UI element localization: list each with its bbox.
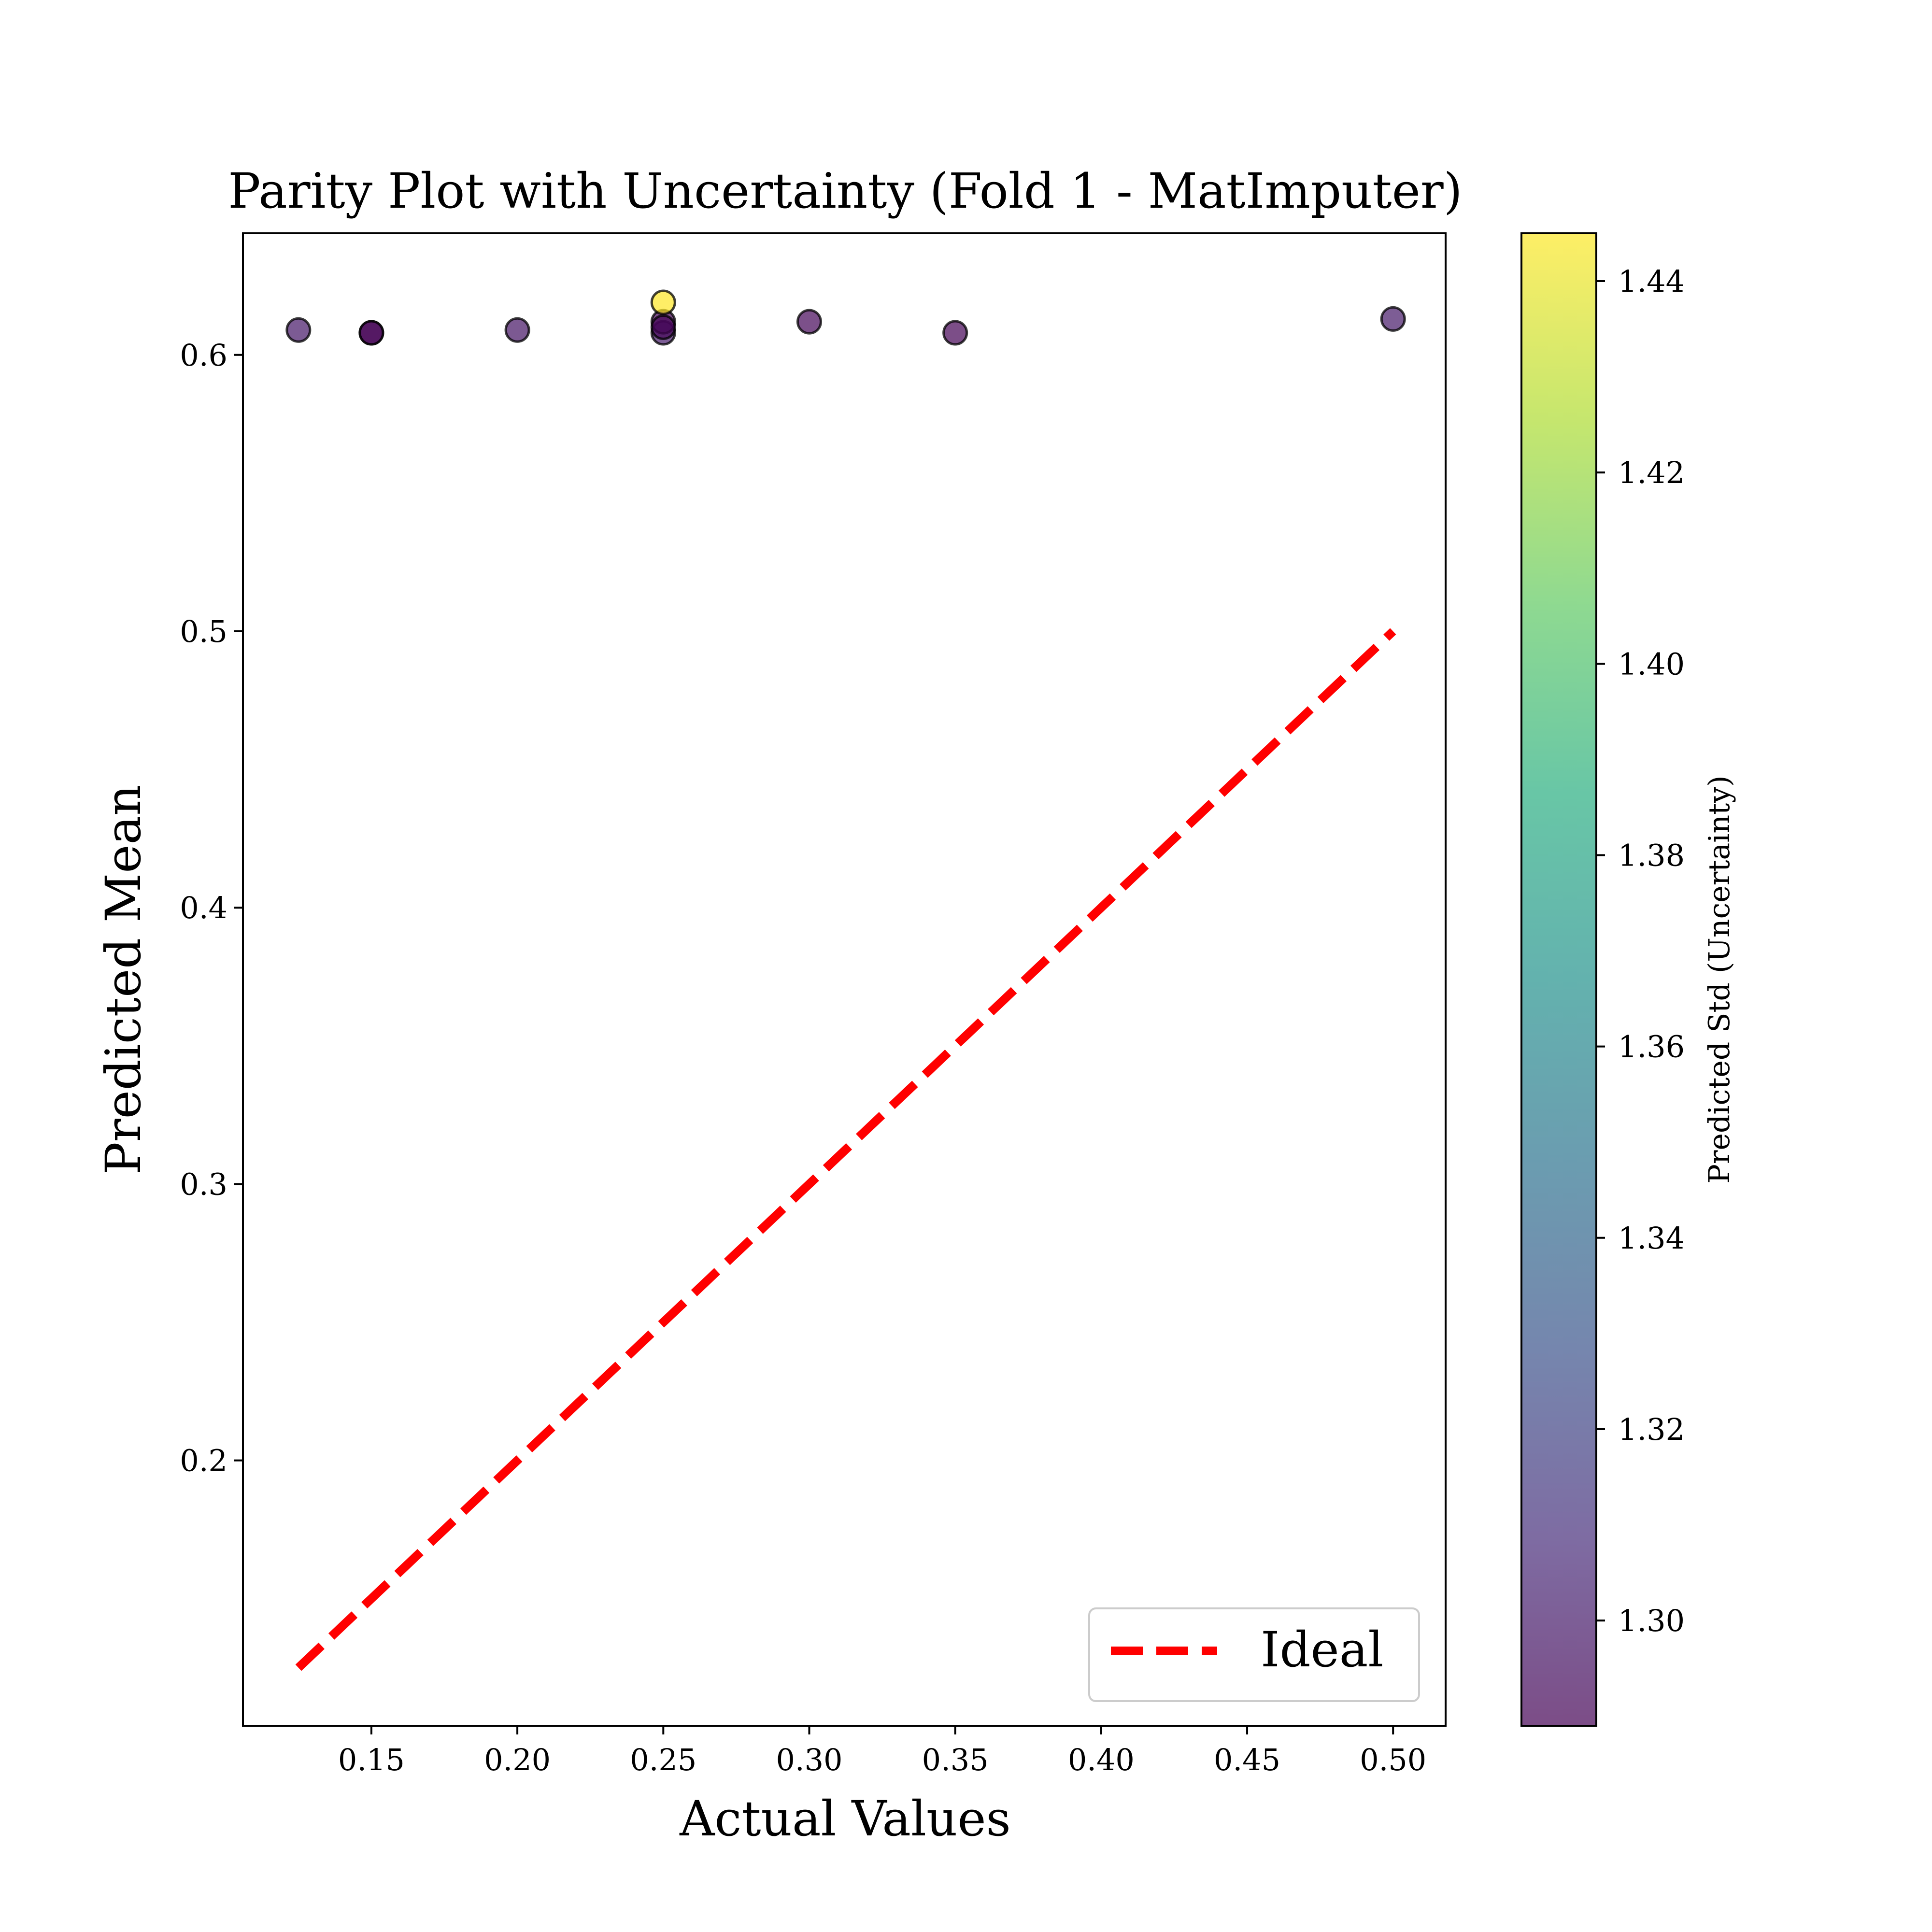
ideal-line-group (295, 628, 1396, 1671)
x-tick-label: 0.40 (1068, 1742, 1135, 1777)
scatter-point (285, 317, 312, 343)
scatter-points (285, 289, 1406, 346)
scatter-point (796, 309, 822, 335)
x-tick-label: 0.35 (922, 1742, 989, 1777)
colorbar (1520, 232, 1597, 1727)
y-tick-label: 0.5 (180, 614, 227, 649)
y-tick-label: 0.3 (180, 1166, 227, 1202)
colorbar-ticks: 1.30 1.32 1.34 1.36 1.38 1.40 1.42 1.44 (1596, 264, 1685, 1638)
y-tick-label: 0.2 (180, 1443, 227, 1478)
colorbar-tick-label: 1.38 (1618, 838, 1685, 873)
x-tick-label: 0.15 (338, 1742, 405, 1777)
y-tick-label: 0.4 (180, 890, 227, 925)
x-tick-label: 0.20 (484, 1742, 551, 1777)
colorbar-tick-label: 1.36 (1618, 1029, 1685, 1065)
plot-background (243, 233, 1446, 1726)
x-tick-label: 0.25 (630, 1742, 696, 1777)
chart-title: Parity Plot with Uncertainty (Fold 1 - M… (228, 163, 1462, 219)
legend-box (1088, 1607, 1420, 1702)
ideal-line (295, 628, 1396, 1671)
y-axis-label: Predicted Mean (95, 784, 152, 1174)
colorbar-tick-label: 1.30 (1618, 1603, 1685, 1638)
legend-ideal-label: Ideal (1261, 1621, 1383, 1678)
x-axis-label: Actual Values (679, 1790, 1011, 1847)
colorbar-label: Predicted Std (Uncertainty) (1703, 775, 1736, 1183)
colorbar-tick-label: 1.34 (1618, 1221, 1685, 1256)
colorbar-tick-label: 1.32 (1618, 1412, 1685, 1447)
scatter-point (1380, 306, 1406, 332)
x-tick-label: 0.50 (1360, 1742, 1426, 1777)
scatter-point (942, 320, 968, 346)
scatter-point (358, 320, 384, 346)
colorbar-tick-label: 1.42 (1618, 455, 1685, 490)
scatter-point (650, 314, 676, 341)
colorbar-tick-label: 1.40 (1618, 646, 1685, 682)
y-axis-ticks: 0.2 0.3 0.4 0.5 0.6 (180, 338, 243, 1478)
plot-frame (242, 232, 1447, 1727)
scatter-point (650, 289, 676, 315)
colorbar-tick-label: 1.44 (1618, 264, 1685, 299)
legend: Ideal (1088, 1607, 1420, 1702)
x-axis-ticks: 0.15 0.20 0.25 0.30 0.35 0.40 0.45 0.50 (338, 1726, 1426, 1777)
y-tick-label: 0.6 (180, 338, 227, 373)
x-tick-label: 0.45 (1214, 1742, 1280, 1777)
scatter-point (504, 317, 530, 343)
x-tick-label: 0.30 (776, 1742, 842, 1777)
